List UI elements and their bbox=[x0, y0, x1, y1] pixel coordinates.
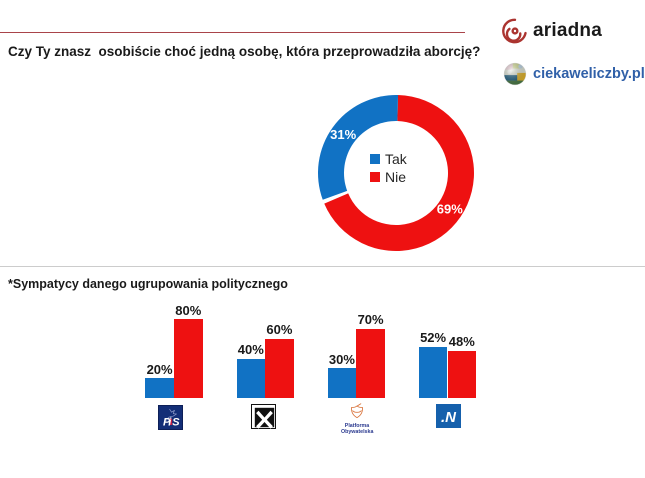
svg-text:31%: 31% bbox=[330, 127, 356, 142]
svg-text:S: S bbox=[172, 417, 180, 429]
svg-text:69%: 69% bbox=[437, 202, 463, 217]
